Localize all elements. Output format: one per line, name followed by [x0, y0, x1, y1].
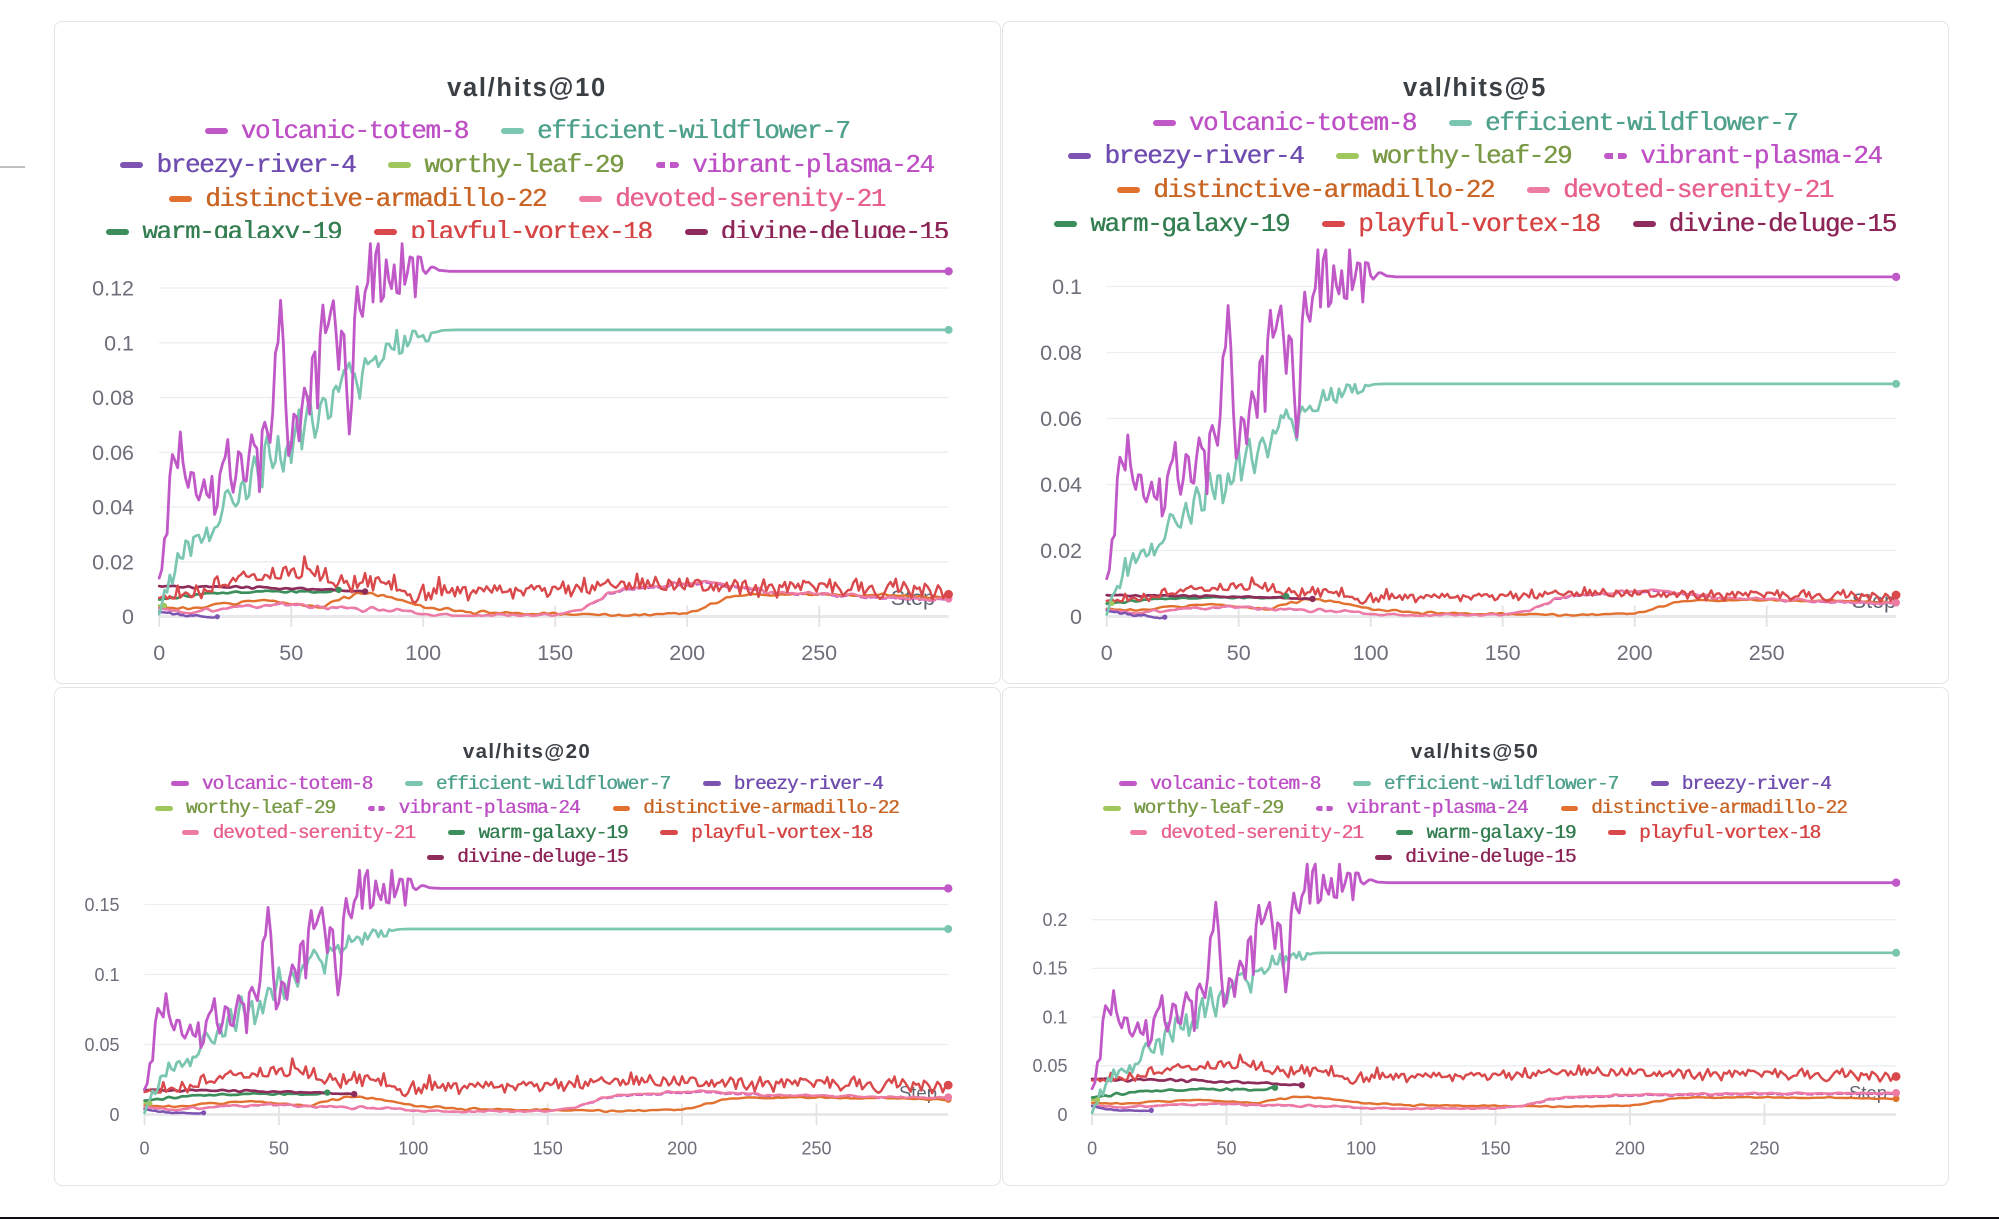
svg-text:50: 50	[279, 641, 303, 665]
svg-text:0.1: 0.1	[104, 331, 134, 355]
svg-text:0.12: 0.12	[92, 277, 134, 301]
svg-text:250: 250	[1749, 1138, 1779, 1158]
svg-text:200: 200	[1616, 641, 1652, 665]
svg-text:50: 50	[1226, 641, 1250, 665]
svg-text:200: 200	[667, 1138, 697, 1158]
svg-text:100: 100	[405, 641, 441, 665]
svg-text:50: 50	[268, 1138, 288, 1158]
svg-text:0: 0	[153, 641, 165, 665]
svg-text:250: 250	[801, 1138, 831, 1158]
svg-text:0.05: 0.05	[1032, 1056, 1067, 1076]
svg-text:0.08: 0.08	[92, 386, 134, 410]
svg-text:0.1: 0.1	[1052, 275, 1082, 299]
svg-text:0: 0	[109, 1105, 119, 1125]
svg-text:0.06: 0.06	[1040, 407, 1082, 431]
svg-text:250: 250	[1748, 641, 1784, 665]
svg-text:150: 150	[1480, 1138, 1510, 1158]
svg-text:0: 0	[1070, 605, 1082, 629]
svg-text:0.06: 0.06	[92, 441, 134, 465]
svg-text:0: 0	[1057, 1105, 1067, 1125]
svg-text:200: 200	[669, 641, 705, 665]
svg-text:150: 150	[537, 641, 573, 665]
svg-text:0.05: 0.05	[84, 1035, 119, 1055]
svg-text:100: 100	[1352, 641, 1388, 665]
svg-text:100: 100	[1345, 1138, 1375, 1158]
svg-text:0.15: 0.15	[84, 895, 119, 915]
svg-text:100: 100	[398, 1138, 428, 1158]
svg-text:0.02: 0.02	[1040, 539, 1082, 563]
svg-text:150: 150	[532, 1138, 562, 1158]
svg-text:200: 200	[1614, 1138, 1644, 1158]
svg-text:0: 0	[139, 1138, 149, 1158]
svg-text:0.1: 0.1	[94, 965, 119, 985]
svg-text:0.04: 0.04	[92, 496, 134, 520]
svg-text:0.08: 0.08	[1040, 341, 1082, 365]
svg-text:0.1: 0.1	[1042, 1007, 1067, 1027]
svg-text:50: 50	[1216, 1138, 1236, 1158]
svg-text:0: 0	[1087, 1138, 1097, 1158]
svg-text:0.04: 0.04	[1040, 473, 1082, 497]
svg-text:0.02: 0.02	[92, 550, 134, 574]
svg-text:250: 250	[801, 641, 837, 665]
svg-text:0.2: 0.2	[1042, 910, 1067, 930]
svg-text:0: 0	[1100, 641, 1112, 665]
svg-text:150: 150	[1484, 641, 1520, 665]
svg-text:0.15: 0.15	[1032, 959, 1067, 979]
svg-text:0: 0	[122, 605, 134, 629]
